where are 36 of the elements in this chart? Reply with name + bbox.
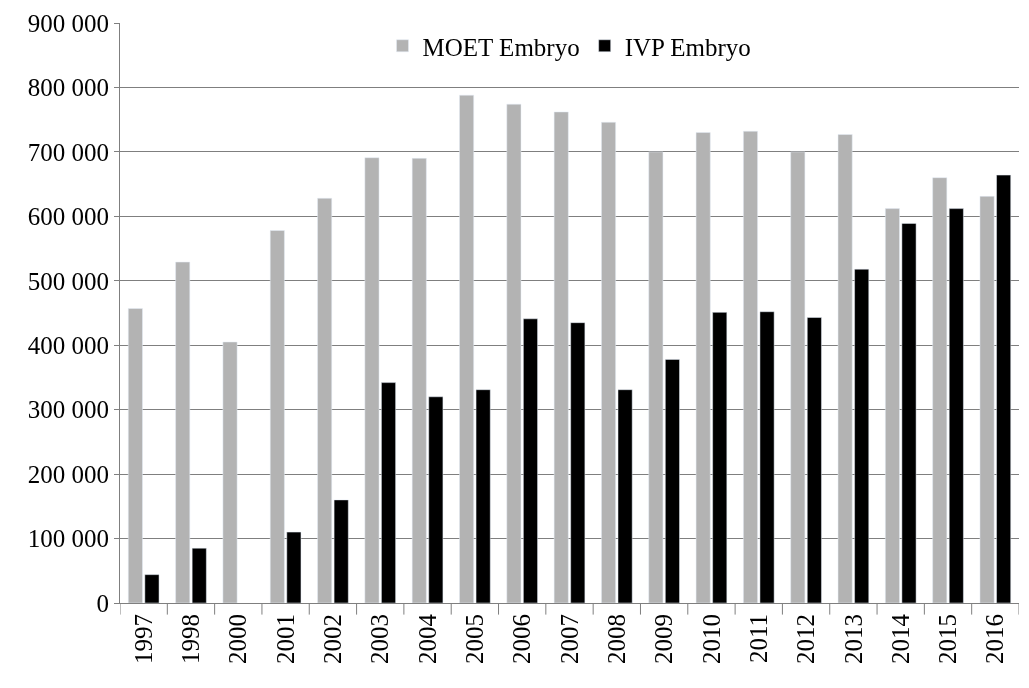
- x-tick-label: 2006: [508, 614, 536, 664]
- legend-label: IVP Embryo: [624, 33, 751, 61]
- x-tick-label: 1997: [129, 614, 157, 664]
- x-tick-label: 2005: [460, 614, 488, 664]
- x-tick-label: 2013: [839, 614, 867, 664]
- x-tick-label: 2000: [224, 614, 252, 664]
- y-tick-label: 500 000: [27, 267, 109, 295]
- y-tick-label: 0: [96, 589, 109, 617]
- y-tick-label: 400 000: [27, 331, 109, 359]
- bar: [932, 177, 948, 603]
- x-tick-label: 2009: [650, 614, 678, 664]
- y-tick-label: 300 000: [27, 396, 109, 424]
- x-tick-label: 2014: [886, 613, 914, 664]
- x-tick-label: 1998: [177, 614, 205, 664]
- bar: [948, 208, 964, 603]
- x-tick-label: 2015: [934, 614, 962, 664]
- y-tick-label: 700 000: [27, 138, 109, 166]
- y-tick-label: 600 000: [27, 203, 109, 231]
- bar: [191, 547, 207, 603]
- x-tick-label: 2007: [555, 614, 583, 664]
- x-tick-label: 2008: [602, 614, 630, 664]
- y-tick-label: 900 000: [27, 9, 109, 37]
- x-tick-label: 2010: [697, 614, 725, 664]
- y-tick-label: 100 000: [27, 525, 109, 553]
- y-tick-label: 200 000: [27, 460, 109, 488]
- x-tick-label: 2016: [981, 614, 1009, 664]
- x-tick-label: 2001: [271, 614, 299, 664]
- x-tick-label: 2002: [319, 614, 347, 664]
- bar: [175, 261, 191, 603]
- y-tick-label: 800 000: [27, 74, 109, 102]
- bar: [222, 341, 238, 603]
- x-tick-label: 2011: [744, 614, 772, 664]
- legend-label: MOET Embryo: [422, 33, 580, 61]
- x-tick-label: 2004: [413, 613, 441, 664]
- x-tick-label: 2012: [792, 614, 820, 664]
- x-tick-label: 2003: [366, 614, 394, 664]
